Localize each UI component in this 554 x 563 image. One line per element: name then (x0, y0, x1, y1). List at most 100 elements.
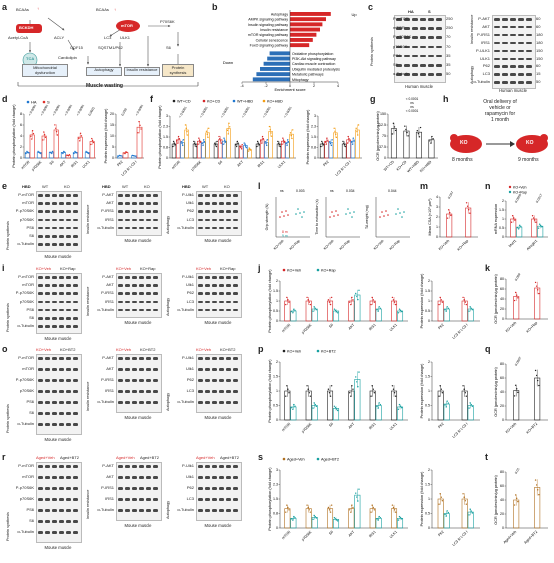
data-point (329, 216, 331, 218)
legend-ha: HA (31, 99, 37, 104)
western-band (38, 218, 43, 222)
western-band (52, 423, 57, 426)
data-point (517, 297, 519, 299)
data-point (347, 208, 349, 210)
western-band (212, 292, 217, 295)
blot-side-label: Autophagy (166, 500, 170, 519)
western-band (396, 64, 402, 67)
data-point (140, 128, 142, 130)
bcaas2-node: BCAAs (96, 7, 109, 12)
western-band (45, 317, 50, 320)
western-band (502, 65, 508, 68)
western-band (66, 284, 71, 287)
western-band (526, 25, 532, 29)
y-tick-label: 1 (428, 389, 430, 393)
western-band (212, 390, 217, 393)
y-tick-label: 80 (500, 277, 504, 281)
blot-row-label: Ulk1 (185, 474, 194, 479)
data-point (394, 303, 397, 306)
x-tick-label: KO+Rap (289, 239, 301, 251)
blot-head-1: Aged+Veh (196, 455, 215, 460)
western-band (510, 81, 516, 84)
data-point (126, 151, 128, 154)
data-point (336, 520, 339, 522)
western-band (396, 54, 402, 58)
western-band (219, 487, 224, 490)
x-tick-label: KO+Rap (339, 239, 351, 251)
legend-dot (282, 457, 286, 461)
y-tick-label: 0 (276, 418, 278, 422)
western-band (45, 325, 50, 328)
western-band (52, 284, 57, 287)
western-band (198, 487, 203, 490)
y-tick-label: 2 (20, 145, 22, 149)
western-band (45, 465, 50, 468)
western-band (404, 27, 410, 30)
c-right-kd: 15 (536, 71, 541, 77)
data-point (349, 509, 351, 511)
western-band (494, 33, 500, 37)
y-tick-label: 1 (436, 225, 438, 229)
western-band (233, 284, 238, 287)
x-tick-label: KO+Veh (323, 239, 335, 251)
western-band (226, 300, 231, 304)
data-point (335, 136, 338, 139)
bcaas2-up-arrow: ↑ (114, 7, 116, 12)
p-value: 0.044 (388, 189, 397, 193)
bckdh-node: BCKDH (19, 25, 34, 30)
term-label: FoxO signaling pathway (250, 44, 289, 48)
blot-row-label: AKT (106, 200, 114, 206)
data-point (281, 143, 283, 145)
western-band (219, 202, 224, 205)
data-point (279, 216, 281, 218)
western-band (66, 317, 71, 320)
y-axis-label: Mean CSA (×10³ μm²) (428, 198, 432, 236)
western-band (205, 476, 210, 479)
western-band (38, 325, 43, 328)
western-band (205, 465, 210, 468)
western-band (153, 509, 158, 512)
western-band (139, 476, 144, 479)
western-band (219, 368, 224, 371)
y-tick-label: 8 (20, 112, 22, 116)
x-tick-label: mTOR (20, 160, 31, 171)
blot-row-label: α-Tubulin (177, 306, 194, 312)
western-band (233, 509, 238, 512)
western-band (428, 64, 434, 67)
western-band (52, 202, 57, 205)
data-point (285, 303, 287, 306)
western-band (132, 379, 137, 382)
western-band (73, 284, 78, 287)
western-band (66, 401, 71, 404)
data-point (397, 408, 400, 410)
western-band (226, 476, 231, 479)
data-point (535, 221, 537, 223)
panel-label-h: h (443, 94, 449, 104)
enrichment-bar (290, 43, 310, 48)
blot-caption: Mouse muscle (204, 523, 232, 528)
western-band (146, 226, 151, 230)
c-caption-left: Human muscle (405, 84, 433, 89)
western-band (205, 284, 210, 287)
western-band (526, 18, 532, 21)
y-tick-label: 40 (500, 498, 504, 502)
y-tick-label: 80 (500, 470, 504, 474)
western-band (412, 64, 418, 67)
f-phospho-chart: 0 0.8 1.5 2.3 3 mTOR p70S6K S6 AKT IRS1 ULK1 Protei… (158, 99, 296, 172)
data-point (182, 139, 185, 141)
data-point (283, 141, 286, 143)
data-point (534, 369, 537, 372)
y-tick-label: 0.8 (163, 146, 168, 150)
western-band (139, 368, 144, 371)
blot-head-1: Aged+Veh (116, 455, 135, 460)
western-band (73, 531, 78, 534)
western-band (146, 498, 151, 501)
lc3-node: LC3 (104, 35, 112, 40)
term-label: mTOR signaling pathway (248, 33, 288, 37)
p-value: < 0.0001 (406, 109, 419, 113)
western-band (125, 368, 130, 371)
x-tick-label: AKT (348, 529, 356, 537)
y-tick-label: 10 (110, 134, 114, 138)
term-label: AMPK signaling pathway (248, 18, 288, 22)
